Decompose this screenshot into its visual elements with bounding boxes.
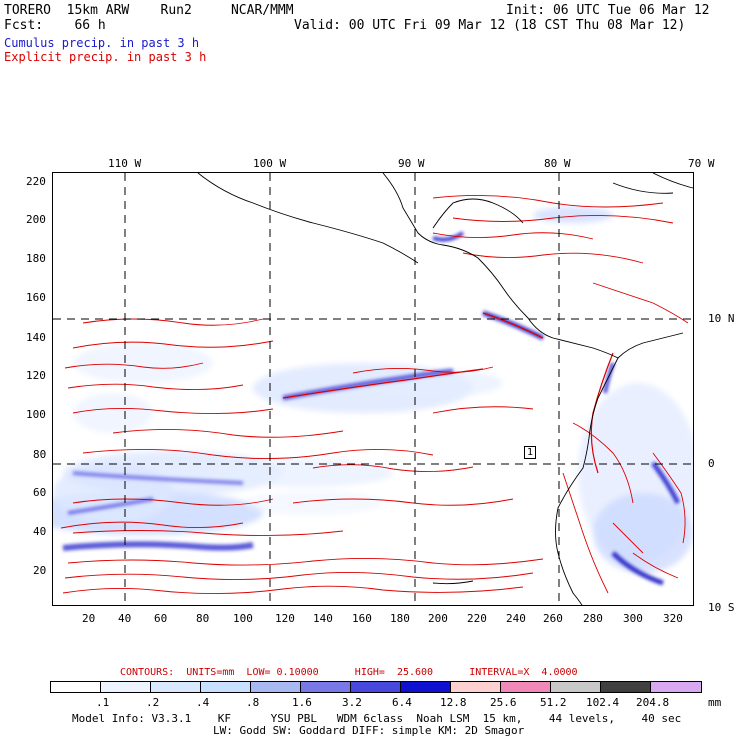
- cumulus-shading: [53, 207, 693, 573]
- colorbar-label: .2: [146, 696, 160, 709]
- x-tick: 320: [663, 612, 683, 625]
- colorbar-label: 102.4: [586, 696, 620, 709]
- y-tick: 60: [33, 486, 47, 499]
- colorbar-unit: mm: [708, 696, 722, 709]
- x-tick: 220: [467, 612, 487, 625]
- colorbar-label: 6.4: [392, 696, 412, 709]
- x-tick: 280: [583, 612, 603, 625]
- lat-label-10n: 10 N: [708, 312, 735, 325]
- colorbar-swatch: [500, 681, 551, 693]
- colorbar-swatch: [250, 681, 301, 693]
- lon-label-90w: 90 W: [398, 157, 425, 170]
- x-tick: 80: [196, 612, 210, 625]
- colorbar-label: 51.2: [540, 696, 567, 709]
- x-tick: 200: [428, 612, 448, 625]
- colorbar-swatch: [600, 681, 651, 693]
- colorbar-label: .4: [196, 696, 210, 709]
- x-tick: 260: [543, 612, 563, 625]
- lon-label-100w: 100 W: [253, 157, 287, 170]
- lat-label-10s: 10 S: [708, 601, 735, 614]
- colorbar-label: 1.6: [292, 696, 312, 709]
- colorbar-swatch: [400, 681, 451, 693]
- x-tick: 300: [623, 612, 643, 625]
- y-tick: 200: [26, 213, 46, 226]
- x-tick: 60: [154, 612, 168, 625]
- lat-label-0: 0: [708, 457, 715, 470]
- y-tick: 120: [26, 369, 46, 382]
- colorbar-swatch: [200, 681, 251, 693]
- x-tick: 100: [233, 612, 253, 625]
- precip-map: 1: [52, 172, 694, 606]
- y-tick: 180: [26, 252, 46, 265]
- y-tick: 220: [26, 175, 46, 188]
- lon-label-70w: 70 W: [688, 157, 715, 170]
- colorbar-label: 3.2: [342, 696, 362, 709]
- valid-time: Valid: 00 UTC Fri 09 Mar 12 (18 CST Thu …: [294, 18, 686, 33]
- x-tick: 240: [506, 612, 526, 625]
- colorbar-label: 25.6: [490, 696, 517, 709]
- colorbar-swatch: [350, 681, 401, 693]
- x-tick: 120: [275, 612, 295, 625]
- coastlines: [197, 173, 693, 605]
- precip-map-svg: [53, 173, 693, 605]
- colorbar-swatch: [450, 681, 501, 693]
- lon-label-110w: 110 W: [108, 157, 142, 170]
- colorbar-swatch: [100, 681, 151, 693]
- colorbar-swatch: [150, 681, 201, 693]
- colorbar-label: .1: [96, 696, 110, 709]
- colorbar-swatch: [650, 681, 702, 693]
- contour-label: 1: [524, 446, 537, 459]
- model-info: Model Info: V3.3.1 KF YSU PBL WDM 6class…: [72, 712, 682, 725]
- colorbar-label: 204.8: [636, 696, 670, 709]
- x-tick: 160: [352, 612, 372, 625]
- init-time: Init: 06 UTC Tue 06 Mar 12: [506, 3, 710, 18]
- x-tick: 140: [313, 612, 333, 625]
- lon-label-80w: 80 W: [544, 157, 571, 170]
- colorbar-swatch: [50, 681, 101, 693]
- x-tick: 20: [82, 612, 96, 625]
- y-tick: 160: [26, 291, 46, 304]
- colorbar-label: 12.8: [440, 696, 467, 709]
- colorbar-label: .8: [246, 696, 260, 709]
- y-tick: 80: [33, 448, 47, 461]
- y-tick: 140: [26, 331, 46, 344]
- legend-cumulus: Cumulus precip. in past 3 h: [4, 36, 200, 50]
- physics-info: LW: Godd SW: Goddard DIFF: simple KM: 2D…: [213, 724, 525, 737]
- forecast-hour: Fcst: 66 h: [4, 18, 106, 33]
- contours-info: CONTOURS: UNITS=mm LOW= 0.10000 HIGH= 25…: [120, 667, 578, 678]
- y-tick: 100: [26, 408, 46, 421]
- model-title: TORERO 15km ARW Run2 NCAR/MMM: [4, 3, 294, 18]
- lat-lon-grid: [53, 173, 693, 605]
- x-tick: 40: [118, 612, 132, 625]
- colorbar-swatch: [300, 681, 351, 693]
- y-tick: 40: [33, 525, 47, 538]
- y-tick: 20: [33, 564, 47, 577]
- colorbar-swatch: [550, 681, 601, 693]
- x-tick: 180: [390, 612, 410, 625]
- legend-explicit: Explicit precip. in past 3 h: [4, 50, 207, 64]
